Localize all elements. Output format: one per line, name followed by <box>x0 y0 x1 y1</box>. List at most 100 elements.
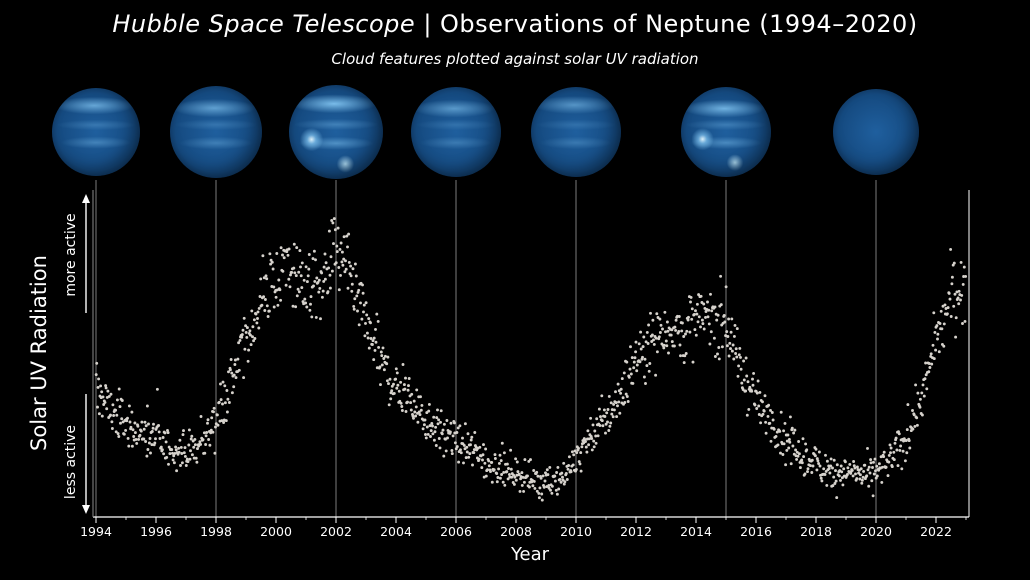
uv-point <box>769 408 772 412</box>
uv-point <box>708 342 712 346</box>
uv-point <box>152 422 155 426</box>
uv-point <box>873 457 877 461</box>
uv-point <box>800 461 804 465</box>
uv-point <box>418 413 422 417</box>
uv-point <box>219 382 222 386</box>
uv-point <box>540 498 544 502</box>
uv-point <box>744 356 748 360</box>
uv-point <box>434 444 438 447</box>
uv-point <box>353 262 357 266</box>
uv-point <box>867 465 871 469</box>
uv-point <box>893 441 897 445</box>
uv-point <box>265 304 269 308</box>
uv-point <box>710 309 714 313</box>
uv-point <box>682 335 686 338</box>
uv-point <box>595 417 599 421</box>
uv-point <box>632 366 636 370</box>
uv-point <box>178 438 182 442</box>
uv-point <box>332 217 336 221</box>
uv-point <box>309 295 313 299</box>
uv-point <box>320 271 324 275</box>
uv-point <box>730 317 734 321</box>
uv-point <box>946 306 950 310</box>
uv-point <box>430 421 434 425</box>
x-tick-label: 2008 <box>500 524 532 539</box>
uv-point <box>117 435 121 438</box>
uv-point <box>330 269 334 273</box>
uv-point <box>869 461 873 465</box>
uv-point <box>423 418 427 422</box>
uv-point <box>882 450 886 454</box>
uv-point <box>761 412 765 416</box>
uv-point <box>518 489 522 493</box>
uv-point <box>751 377 754 381</box>
uv-point <box>747 407 751 411</box>
uv-point <box>279 246 283 250</box>
uv-point <box>590 448 594 452</box>
uv-point <box>512 482 516 486</box>
uv-point <box>344 267 348 271</box>
uv-point <box>106 389 110 393</box>
uv-point <box>615 415 619 419</box>
uv-point <box>248 329 252 333</box>
uv-point <box>118 405 122 409</box>
uv-point <box>740 381 744 385</box>
uv-point <box>895 448 899 452</box>
uv-point <box>243 347 247 351</box>
uv-point <box>738 346 742 350</box>
uv-point <box>172 461 176 465</box>
uv-point <box>609 401 613 405</box>
uv-point <box>304 301 308 305</box>
uv-point <box>379 350 383 354</box>
uv-point <box>527 485 531 489</box>
uv-point <box>639 330 643 334</box>
uv-point <box>292 242 296 246</box>
uv-point <box>654 373 658 377</box>
uv-point <box>609 421 613 425</box>
uv-point <box>658 317 662 321</box>
uv-point <box>538 486 542 490</box>
uv-point <box>716 313 720 317</box>
uv-point <box>364 301 368 305</box>
uv-point <box>432 438 436 442</box>
uv-point <box>905 451 909 455</box>
uv-point <box>757 404 761 408</box>
x-tick-label: 2020 <box>860 524 892 539</box>
uv-point <box>290 270 294 274</box>
uv-point <box>360 317 364 321</box>
uv-point <box>377 345 381 349</box>
uv-point <box>312 284 315 288</box>
uv-point <box>481 458 484 462</box>
uv-point <box>399 401 403 405</box>
uv-point <box>695 312 699 316</box>
uv-point <box>269 258 273 262</box>
uv-point <box>340 260 344 264</box>
uv-point <box>465 445 469 449</box>
uv-point <box>139 429 143 433</box>
uv-point <box>889 446 893 450</box>
uv-point <box>503 483 507 487</box>
uv-point <box>189 437 193 441</box>
uv-point <box>559 480 563 484</box>
uv-point <box>260 303 264 307</box>
uv-point <box>648 362 652 365</box>
uv-point <box>135 441 139 445</box>
uv-point <box>410 392 414 396</box>
uv-point <box>184 464 188 467</box>
uv-point <box>344 259 347 263</box>
uv-point <box>745 374 749 378</box>
uv-point <box>201 438 205 442</box>
uv-point <box>758 390 762 394</box>
uv-point <box>737 353 741 357</box>
uv-point <box>224 419 228 423</box>
uv-point <box>438 446 442 450</box>
uv-point <box>383 354 387 358</box>
uv-point <box>462 461 465 465</box>
uv-point <box>662 343 666 347</box>
uv-point <box>785 439 789 443</box>
uv-point <box>321 289 325 293</box>
uv-point <box>579 469 583 473</box>
uv-point <box>179 445 183 449</box>
chart-axes <box>92 190 970 518</box>
uv-point <box>204 443 208 446</box>
